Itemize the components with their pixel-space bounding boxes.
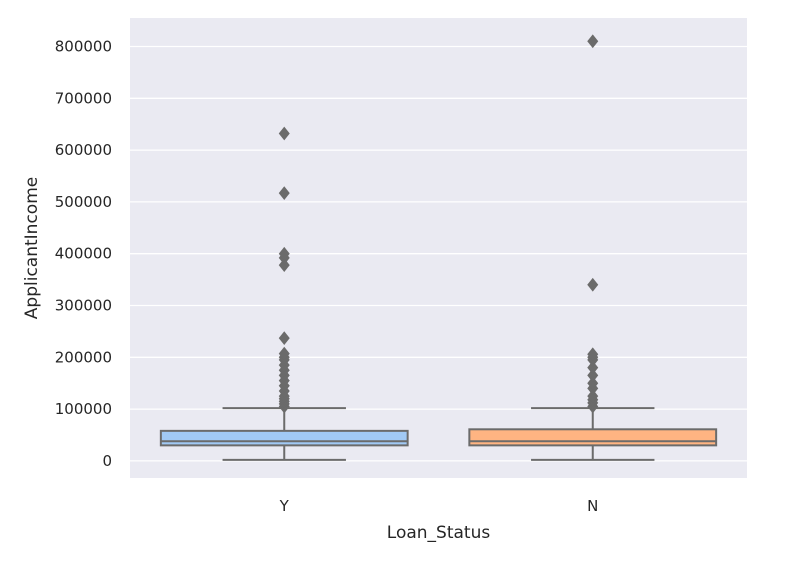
plot-area [130,18,747,478]
y-tick-label: 200000 [55,348,112,366]
outlier-point [278,186,290,200]
iqr-box [159,429,409,447]
y-tick-label: 700000 [55,89,112,107]
outlier-point [587,368,599,383]
x-axis-label: Loan_Status [387,523,491,543]
outlier-point [587,34,599,49]
outlier-point [278,246,290,261]
y-axis-ticks: 0 100000 200000 300000 400000 500000 600000 700… [55,37,112,469]
outlier-point [587,347,599,362]
x-tick-label: Y [279,497,290,515]
box-series [159,34,718,461]
y-tick-label: 400000 [55,245,112,263]
y-tick-label: 300000 [55,297,112,315]
outlier-point [587,376,599,391]
outlier-point [587,360,599,375]
y-axis-label: ApplicantIncome [22,177,42,319]
outlier-point [587,389,599,404]
outlier-point [587,277,599,292]
y-tick-label: 800000 [55,37,112,55]
outlier-point [278,126,290,141]
outlier-point [278,346,290,361]
y-tick-label: 600000 [55,141,112,159]
iqr-box [468,428,718,447]
y-tick-label: 0 [102,452,112,470]
y-tick-label: 100000 [55,400,112,418]
box-Y [159,126,409,461]
y-tick-label: 500000 [55,193,112,211]
gridlines [130,45,747,462]
box-N [468,34,718,461]
outlier-point [278,258,290,272]
x-tick-label: N [587,497,598,515]
outlier-point [278,331,290,346]
